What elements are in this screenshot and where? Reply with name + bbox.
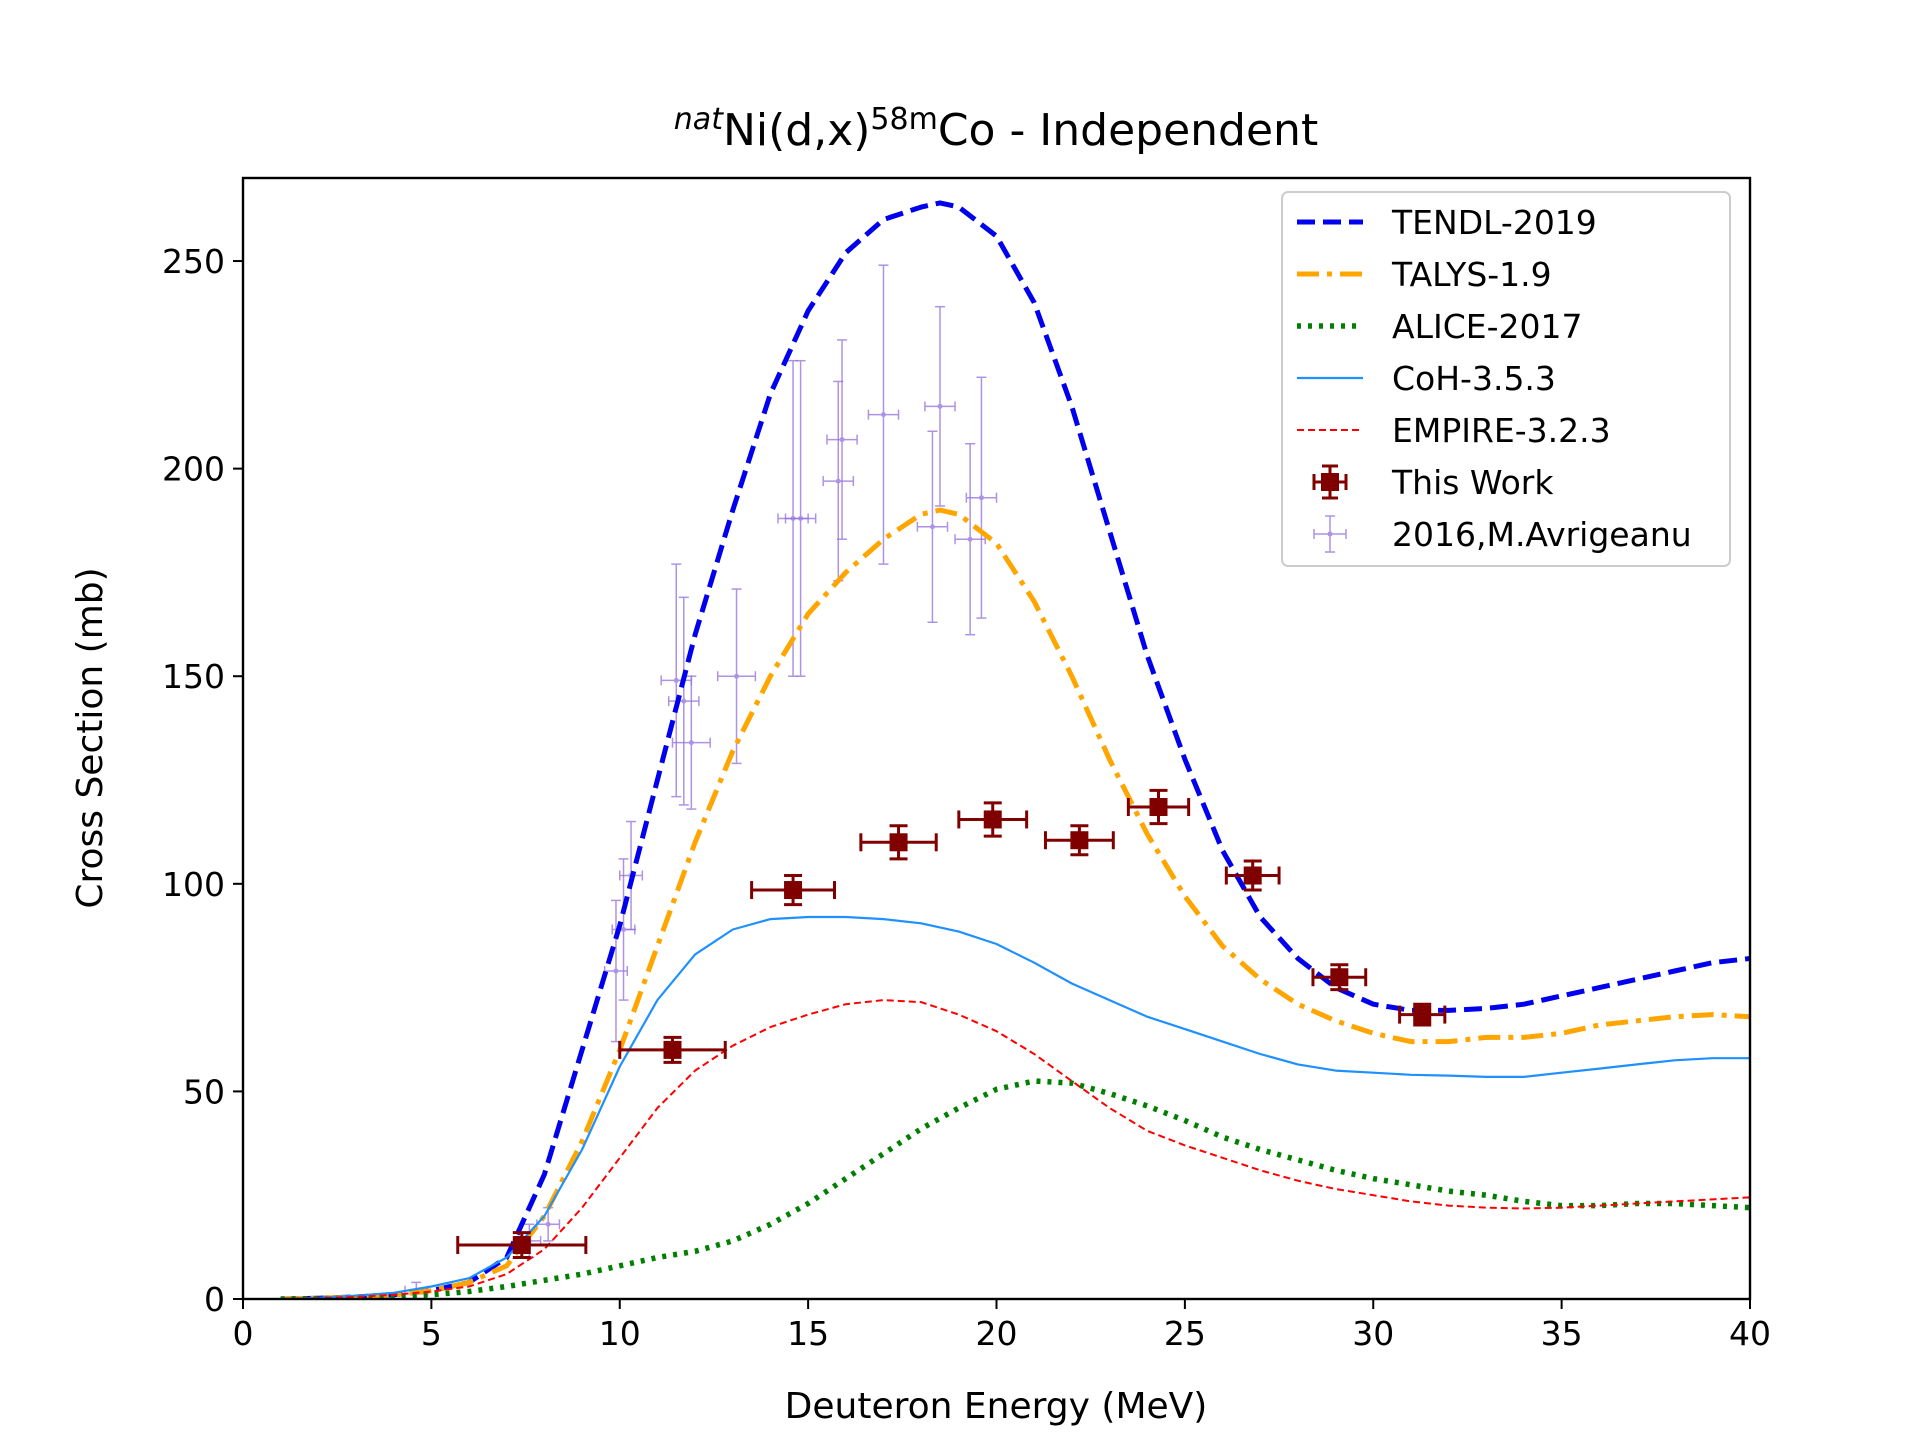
x-tick-label: 40	[1729, 1314, 1771, 1353]
this-work-point	[859, 824, 938, 861]
y-tick-label: 0	[204, 1280, 225, 1319]
avrigeanu-point	[667, 596, 700, 806]
legend-box	[1281, 191, 1731, 567]
y-tick-label: 150	[162, 657, 225, 696]
avrigeanu-point	[867, 264, 900, 565]
legend-label-talys: TALYS-1.9	[1391, 255, 1552, 294]
y-axis-label: Cross Section (mb)	[70, 567, 111, 908]
x-tick-label: 20	[976, 1314, 1018, 1353]
axis-ticks: 0 5 10 15 20 25 30 35 40 0 50 100 150 200 250	[162, 242, 1771, 1353]
avrigeanu-point	[954, 442, 986, 636]
series-line-alice	[280, 1078, 1750, 1299]
avrigeanu-point	[965, 376, 998, 619]
avrigeanu-point	[660, 563, 693, 798]
avrigeanu-point	[924, 305, 956, 507]
series-line-talys	[280, 507, 1750, 1299]
x-tick-label: 30	[1352, 1314, 1394, 1353]
x-tick-label: 25	[1164, 1314, 1206, 1353]
x-axis-label: Deuteron Energy (MeV)	[785, 1386, 1208, 1427]
this-work-point	[456, 1231, 588, 1259]
x-tick-label: 35	[1541, 1314, 1583, 1353]
series-line-empire	[280, 999, 1750, 1299]
legend-swatch-this-work	[1312, 464, 1348, 500]
plot-area	[280, 200, 1750, 1299]
this-work-point	[618, 1035, 727, 1064]
x-tick-label: 15	[787, 1314, 829, 1353]
legend-label-empire: EMPIRE-3.2.3	[1392, 411, 1611, 450]
x-tick-label: 10	[599, 1314, 641, 1353]
y-tick-label: 200	[162, 450, 225, 489]
avrigeanu-point	[916, 430, 949, 623]
y-tick-label: 250	[162, 242, 225, 281]
avrigeanu-point	[784, 359, 817, 677]
avrigeanu-point	[822, 380, 855, 582]
this-work-point	[957, 801, 1029, 838]
series-line-tendl	[280, 200, 1750, 1299]
this-work-point	[1398, 1002, 1447, 1027]
avrigeanu-point	[671, 675, 711, 810]
this-work-point	[1043, 824, 1115, 857]
avrigeanu-point	[826, 339, 858, 540]
legend-label-coh: CoH-3.5.3	[1392, 359, 1556, 398]
this-work-point	[1311, 963, 1368, 992]
title-suffix: Co - Independent	[938, 105, 1318, 156]
legend-swatch-avrigeanu	[1313, 515, 1347, 553]
title-main: Ni(d,x)	[723, 105, 870, 156]
x-tick-label: 0	[233, 1314, 254, 1353]
this-work-point	[750, 874, 836, 907]
legend-label-tendl: TENDL-2019	[1391, 203, 1597, 242]
chart-title: natNi(d,x)58mCo - Independent	[674, 102, 1318, 156]
legend: TENDL-2019 TALYS-1.9 ALICE-2017 CoH-3.5.3 EM…	[1281, 191, 1731, 567]
x-tick-label: 5	[421, 1314, 442, 1353]
this-work-point	[1224, 859, 1281, 892]
series-line-coh	[280, 915, 1750, 1299]
title-prefix-superscript: nat	[674, 102, 724, 137]
legend-label-this-work: This Work	[1391, 463, 1554, 502]
title-mass-superscript: 58m	[870, 102, 937, 137]
y-tick-label: 100	[162, 865, 225, 904]
this-work-point	[1126, 788, 1191, 826]
legend-label-avrigeanu: 2016,M.Avrigeanu	[1392, 515, 1692, 554]
legend-label-alice: ALICE-2017	[1392, 307, 1582, 346]
avrigeanu-point	[716, 588, 757, 765]
avrigeanu-point	[536, 1206, 561, 1242]
y-tick-label: 50	[183, 1072, 225, 1111]
